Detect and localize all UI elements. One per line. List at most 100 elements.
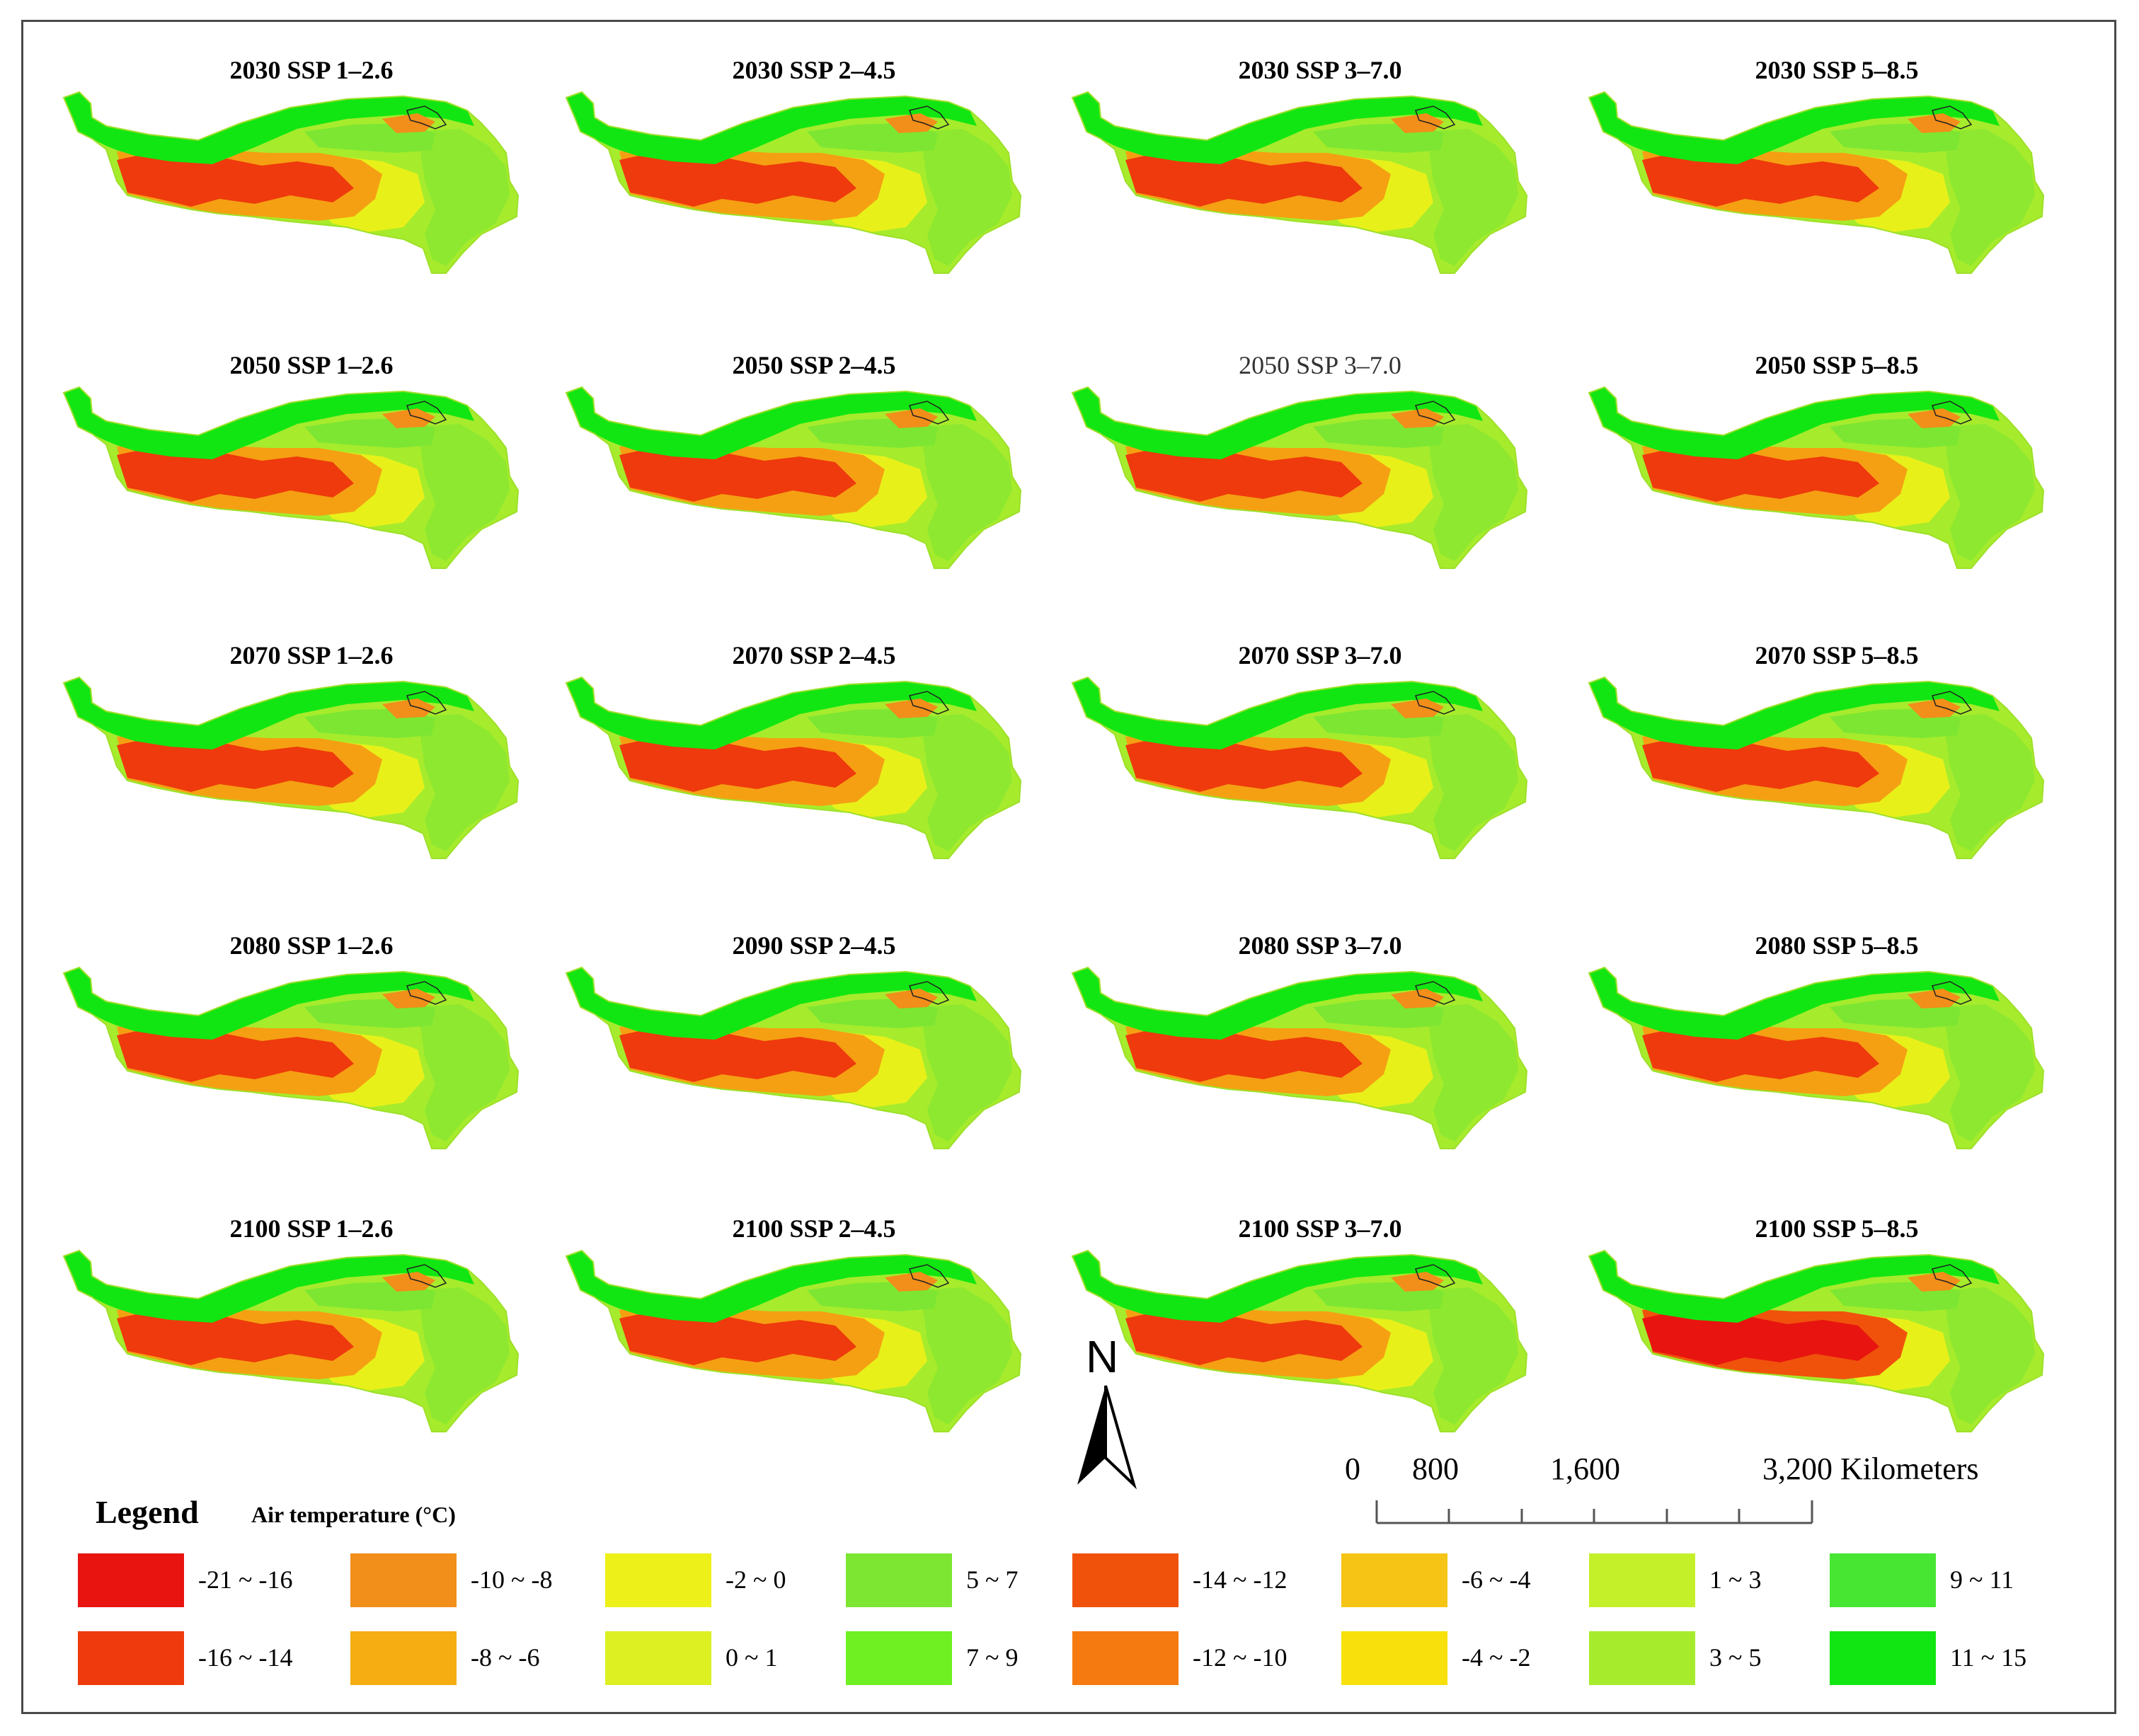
map-north-band: [1072, 92, 1483, 164]
legend-swatch: [78, 1631, 184, 1685]
legend-label: 9 ~ 11: [1950, 1565, 2014, 1594]
temperature-map: [62, 1249, 520, 1432]
temperature-map: [1071, 1249, 1528, 1432]
lake-contour: [1415, 105, 1456, 130]
figure-frame: [21, 20, 2116, 1714]
panel-title: 2070 SSP 5–8.5: [1755, 641, 1919, 669]
map-north-band: [566, 387, 977, 459]
map-east-region: [1426, 714, 1518, 851]
temperature-map: [565, 386, 1022, 569]
legend-title: Legend: [96, 1494, 199, 1530]
map-basin-spot: [885, 113, 938, 133]
map-north-band: [1589, 387, 2000, 459]
map-panel: 2070 SSP 5–8.5: [1575, 640, 2099, 945]
map-basin-spot: [885, 408, 938, 428]
legend-swatch: [1072, 1553, 1179, 1607]
map-outline: [1071, 966, 1528, 1149]
map-basin-spot: [1908, 989, 1961, 1008]
map-basin-spot: [1391, 1272, 1444, 1292]
map-panel: 2050 SSP 2–4.5: [552, 350, 1076, 655]
map-outline: [62, 966, 520, 1149]
lake-contour: [1932, 401, 1973, 425]
map-north-band: [64, 387, 474, 459]
map-outline: [1071, 1249, 1528, 1432]
legend-swatch: [1830, 1553, 1936, 1607]
panel-title: 2080 SSP 5–8.5: [1755, 931, 1919, 960]
map-basin-spot: [382, 408, 435, 428]
legend-label: -8 ~ -6: [471, 1643, 540, 1672]
panel-title: 2030 SSP 5–8.5: [1755, 56, 1919, 84]
legend-swatch: [1589, 1631, 1695, 1685]
panel-title: 2100 SSP 1–2.6: [229, 1214, 394, 1243]
lake-contour: [1415, 691, 1456, 715]
map-basin-spot: [1391, 113, 1444, 133]
map-outline: [565, 386, 1022, 569]
map-panel: 2100 SSP 5–8.5: [1575, 1214, 2099, 1518]
map-cold-core: [1125, 150, 1363, 207]
map-east-region: [1426, 1004, 1518, 1142]
temperature-map: [62, 676, 520, 859]
map-cold-core: [1642, 1309, 1879, 1365]
panel-title: 2070 SSP 2–4.5: [732, 641, 896, 669]
temperature-map: [1588, 1249, 2045, 1432]
map-panel: 2070 SSP 1–2.6: [50, 640, 573, 945]
panel-title: 2030 SSP 3–7.0: [1238, 56, 1402, 84]
legend-swatch: [846, 1553, 952, 1607]
lake-contour: [1415, 401, 1456, 425]
map-east-region: [418, 1004, 510, 1142]
map-panel: 2080 SSP 1–2.6: [50, 931, 573, 1235]
panel-title: 2100 SSP 2–4.5: [732, 1214, 896, 1243]
map-cold-core: [117, 1025, 354, 1082]
panel-title: 2080 SSP 3–7.0: [1238, 931, 1402, 960]
legend-swatch: [1341, 1631, 1447, 1685]
map-panel: 2100 SSP 3–7.0: [1058, 1214, 1582, 1518]
map-north-band: [64, 967, 474, 1040]
lake-contour: [406, 1264, 447, 1288]
map-basin-spot: [1908, 699, 1961, 718]
map-north-band: [566, 92, 977, 164]
map-panel: 2080 SSP 5–8.5: [1575, 931, 2099, 1235]
map-outline: [565, 1249, 1022, 1432]
map-cold-core: [1642, 445, 1879, 502]
panel-title: 2070 SSP 3–7.0: [1238, 641, 1402, 669]
map-north-band: [1072, 1251, 1483, 1323]
map-east-region: [1426, 1287, 1518, 1425]
map-cold-core: [1125, 735, 1363, 792]
map-east-region: [1943, 424, 2035, 561]
north-label: N: [1086, 1331, 1119, 1382]
scale-label-3200: 3,200 Kilometers: [1762, 1452, 1979, 1486]
map-panel: 2050 SSP 5–8.5: [1575, 350, 2099, 655]
map-east-region: [418, 714, 510, 851]
legend-label: 5 ~ 7: [966, 1565, 1019, 1594]
map-outline: [1071, 91, 1528, 274]
panel-title: 2100 SSP 5–8.5: [1755, 1214, 1919, 1243]
lake-contour: [909, 981, 950, 1005]
panel-title: 2090 SSP 2–4.5: [732, 931, 896, 960]
map-east-region: [418, 424, 510, 561]
map-outline: [62, 91, 520, 274]
map-north-band: [1072, 677, 1483, 749]
map-north-band: [566, 677, 977, 749]
map-cold-core: [619, 1025, 856, 1082]
lake-contour: [1415, 981, 1456, 1005]
map-east-region: [920, 714, 1012, 851]
map-cold-core: [619, 1309, 856, 1365]
temperature-map: [565, 676, 1022, 859]
map-north-band: [1589, 677, 2000, 749]
map-outline: [1588, 386, 2045, 569]
scale-bar-line: [1375, 1500, 1813, 1524]
map-east-region: [418, 1287, 510, 1425]
temperature-map: [565, 1249, 1022, 1432]
temperature-map: [1588, 966, 2045, 1149]
map-outline: [62, 676, 520, 859]
map-east-region: [1943, 1004, 2035, 1142]
map-outline: [62, 386, 520, 569]
map-basin-spot: [382, 113, 435, 133]
north-arrow: N: [1069, 1330, 1147, 1493]
map-north-band: [1589, 1251, 2000, 1323]
panel-title: 2070 SSP 1–2.6: [229, 641, 394, 669]
temperature-map: [62, 91, 520, 274]
map-basin-spot: [1908, 1272, 1961, 1292]
panel-title: 2050 SSP 2–4.5: [732, 351, 896, 379]
lake-contour: [909, 1264, 950, 1288]
